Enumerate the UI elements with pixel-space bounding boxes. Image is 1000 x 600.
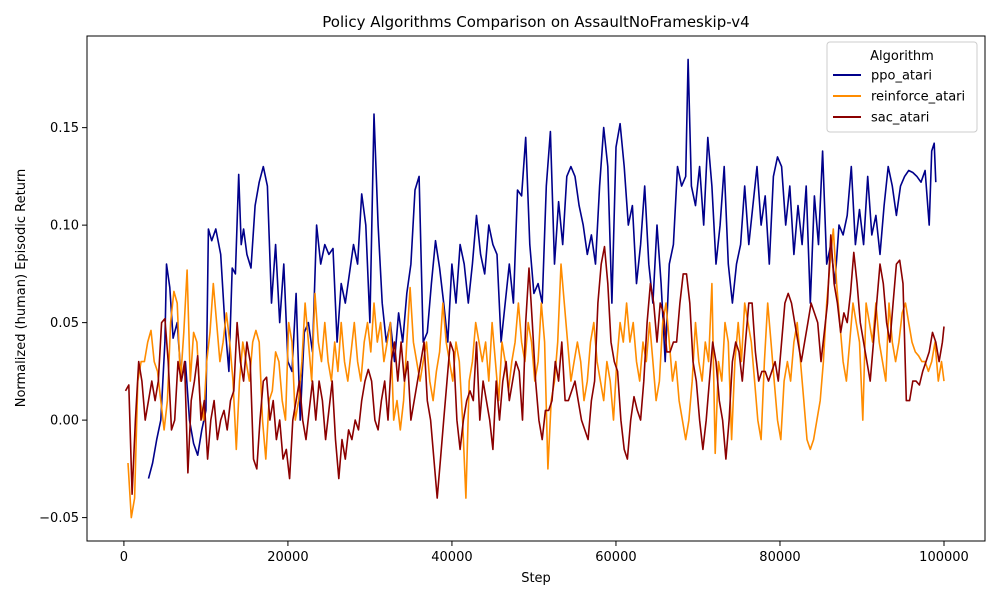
- legend: Algorithm ppo_atari reinforce_atari sac_at…: [826, 41, 978, 133]
- legend-label-reinforce_atari: reinforce_atari: [871, 90, 965, 105]
- x-axis: 0 20000 40000 60000 80000 100000: [120, 541, 969, 565]
- y-tick-label: 0.00: [50, 414, 79, 429]
- y-tick-label: 0.15: [50, 121, 79, 136]
- series-line-reinforce_atari: [127, 228, 945, 519]
- chart-title: Policy Algorithms Comparison on AssaultN…: [322, 13, 749, 31]
- legend-label-sac_atari: sac_atari: [871, 111, 929, 126]
- series-line-sac_atari: [124, 234, 945, 499]
- x-tick-label: 80000: [759, 550, 800, 565]
- series-layer: [124, 58, 945, 519]
- y-tick-label: 0.10: [50, 219, 79, 234]
- series-line-ppo_atari: [147, 58, 937, 479]
- y-axis: −0.05 0.00 0.05 0.10 0.15: [39, 121, 87, 526]
- legend-title: Algorithm: [870, 49, 934, 64]
- x-tick-label: 0: [120, 550, 128, 565]
- x-tick-label: 100000: [919, 550, 969, 565]
- y-tick-label: −0.05: [39, 511, 79, 526]
- legend-label-ppo_atari: ppo_atari: [871, 69, 932, 84]
- legend-items: ppo_atari reinforce_atari sac_atari: [833, 69, 965, 126]
- x-axis-label: Step: [521, 571, 551, 586]
- y-tick-label: 0.05: [50, 316, 79, 331]
- plot-frame: [86, 35, 986, 542]
- x-tick-label: 60000: [595, 550, 636, 565]
- legend-box: [826, 41, 978, 133]
- x-tick-label: 40000: [431, 550, 472, 565]
- y-axis-label: Normalized (human) Episodic Return: [14, 169, 29, 408]
- x-tick-label: 20000: [267, 550, 308, 565]
